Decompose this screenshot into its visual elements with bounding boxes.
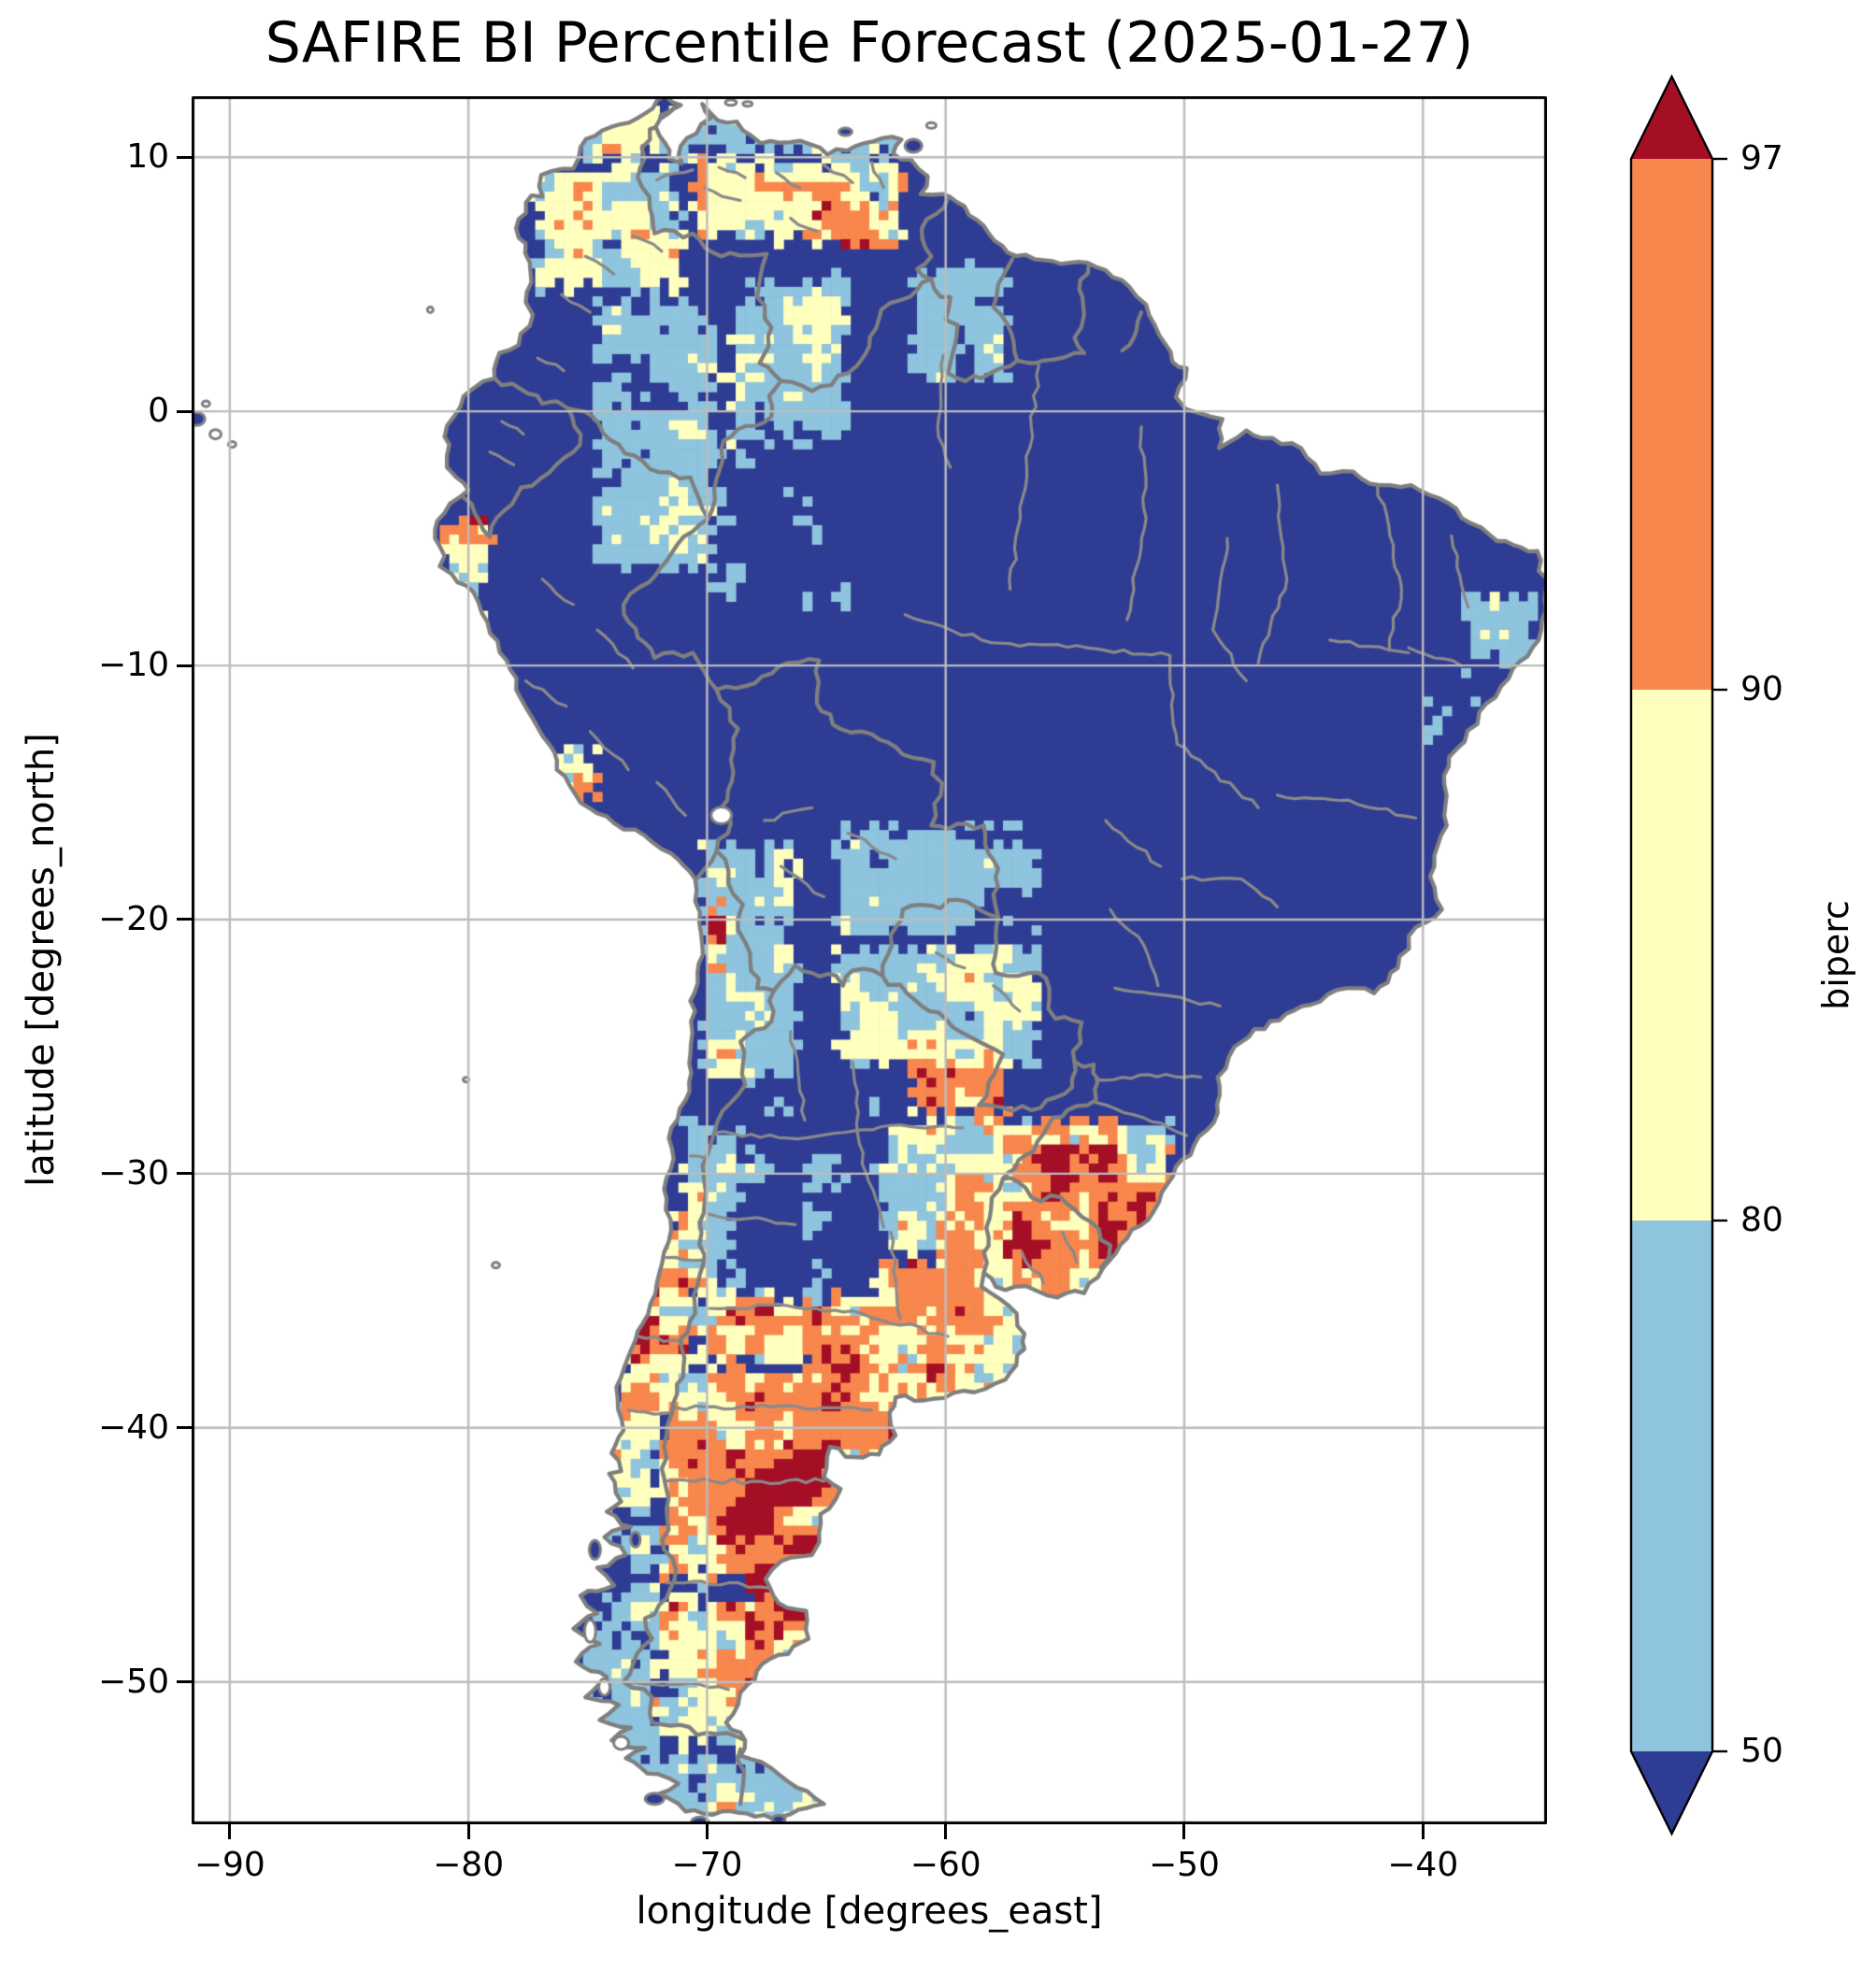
x-tick-label: −40 — [1387, 1846, 1459, 1884]
y-tick-label: −30 — [98, 1153, 169, 1193]
y-tick-label: −40 — [98, 1407, 169, 1447]
colorbar-tick-label: 90 — [1740, 670, 1783, 708]
map-canvas — [192, 96, 1547, 1824]
x-tick-mark — [1182, 1824, 1186, 1839]
colorbar-label: biperc — [1815, 900, 1856, 1010]
y-tick-label: −10 — [98, 646, 169, 685]
y-tick-mark — [177, 155, 192, 159]
colorbar-segment — [1631, 159, 1712, 690]
y-axis-label: latitude [degrees_north] — [20, 733, 63, 1187]
colorbar-outline — [1629, 74, 1714, 1836]
colorbar-tick-label: 80 — [1740, 1201, 1783, 1239]
x-tick-label: −60 — [909, 1846, 981, 1884]
y-tick-label: −50 — [98, 1662, 169, 1701]
x-tick-mark — [466, 1824, 470, 1839]
y-tick-mark — [177, 918, 192, 921]
x-tick-mark — [1421, 1824, 1425, 1839]
colorbar-over-arrow — [1631, 77, 1712, 159]
x-tick-label: −90 — [193, 1846, 265, 1884]
y-tick-label: −20 — [98, 899, 169, 938]
y-tick-mark — [177, 409, 192, 413]
x-tick-mark — [944, 1824, 948, 1839]
x-tick-label: −80 — [433, 1846, 505, 1884]
y-tick-label: 10 — [126, 137, 169, 177]
y-tick-mark — [177, 1680, 192, 1684]
y-tick-mark — [177, 1172, 192, 1176]
colorbar-segment — [1631, 690, 1712, 1221]
y-tick-mark — [177, 1426, 192, 1430]
colorbar-tick-label: 97 — [1740, 139, 1783, 178]
x-tick-label: −70 — [671, 1846, 743, 1884]
x-axis-label: longitude [degrees_east] — [636, 1890, 1103, 1933]
x-tick-label: −50 — [1148, 1846, 1220, 1884]
colorbar-tick-label: 50 — [1740, 1732, 1783, 1770]
x-tick-mark — [228, 1824, 232, 1839]
y-tick-mark — [177, 664, 192, 667]
y-tick-label: 0 — [148, 392, 169, 431]
plot-title: SAFIRE BI Percentile Forecast (2025-01-2… — [265, 10, 1474, 76]
colorbar-segment — [1631, 1221, 1712, 1751]
x-tick-mark — [705, 1824, 709, 1839]
colorbar-under-arrow — [1631, 1751, 1712, 1834]
